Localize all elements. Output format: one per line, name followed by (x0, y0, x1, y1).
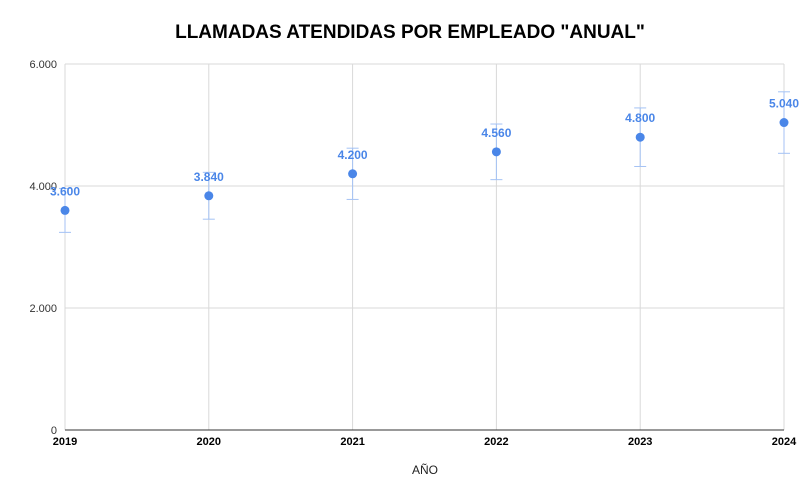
data-point (491, 147, 501, 157)
data-point (60, 205, 70, 215)
data-label: 3.600 (50, 184, 80, 198)
x-tick-label: 2021 (340, 436, 364, 448)
data-point (204, 191, 214, 201)
chart-title: LLAMADAS ATENDIDAS POR EMPLEADO "ANUAL" (175, 22, 645, 43)
x-tick-label: 2023 (628, 436, 652, 448)
x-axis-label: AÑO (412, 463, 438, 477)
x-tick-label: 2019 (53, 436, 77, 448)
data-point (779, 118, 789, 128)
error-bars (59, 91, 790, 233)
data-label: 4.200 (338, 148, 368, 162)
x-tick-label: 2020 (197, 436, 221, 448)
data-label: 4.560 (481, 126, 511, 140)
data-points (60, 118, 789, 215)
y-tick-label: 0 (51, 425, 57, 437)
data-label: 5.040 (769, 97, 799, 111)
x-tick-label: 2022 (484, 436, 508, 448)
data-labels: 3.600 3.840 4.200 4.560 4.800 5.040 (50, 97, 799, 199)
data-point (348, 169, 358, 179)
y-tick-label: 2.000 (29, 303, 57, 315)
data-point (635, 132, 645, 142)
x-axis-ticks: 2019 2020 2021 2022 2023 2024 (53, 436, 797, 448)
y-axis-ticks: 0 2.000 4.000 6.000 (29, 59, 57, 437)
grid-layer (64, 63, 785, 431)
data-label: 4.800 (625, 111, 655, 125)
y-tick-label: 6.000 (29, 59, 57, 71)
x-tick-label: 2024 (772, 436, 797, 448)
data-label: 3.840 (194, 170, 224, 184)
y-tick-label: 4.000 (29, 181, 57, 193)
